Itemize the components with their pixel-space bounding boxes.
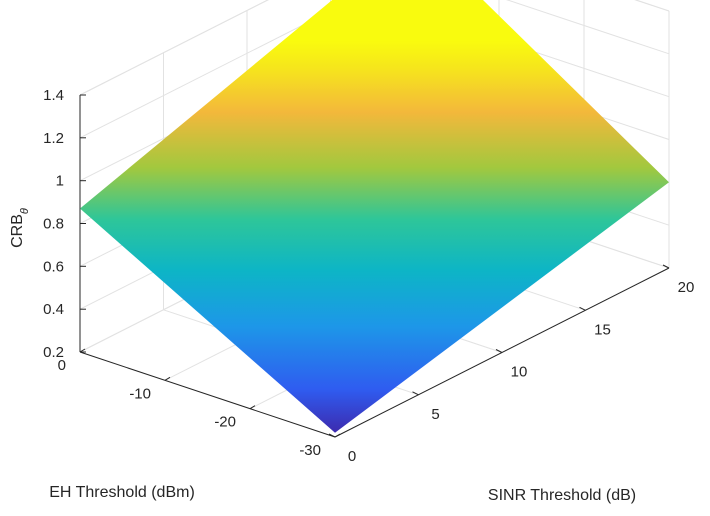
surface-mesh [80,0,669,433]
y-tick-label: -30 [299,442,321,459]
z-axis-label: CRBθ [9,208,31,248]
x-tick-mark [495,349,503,353]
x-axis-label: SINR Threshold (dB) [488,487,636,504]
gridline-z-back-x [79,0,354,139]
y-tick-label: -10 [129,385,151,402]
y-tick-label: 0 [58,357,66,374]
z-tick-label: 0.4 [43,301,64,318]
x-tick-label: 20 [678,279,695,296]
y-tick-mark [164,376,171,381]
tick-layer: 0.2 0.4 0.6 0.8 1 1.2 1.4 0 -10 -20 -30 0 5 10 15 20 [43,87,694,465]
x-tick-label: 5 [431,406,439,423]
z-tick-label: 0.6 [43,258,64,275]
x-tick-label: 0 [348,448,356,465]
x-tick-mark [662,264,670,269]
z-tick-label: 1.2 [43,130,64,147]
y-tick-label: -20 [214,414,236,431]
x-tick-label: 10 [511,364,528,381]
gridline-z-back-y [506,0,670,55]
z-tick-label: 0.8 [43,216,64,233]
x-tick-mark [579,306,586,311]
y-tick-mark [334,433,341,438]
box-edge-top-back [79,0,269,96]
y-axis-label: EH Threshold (dBm) [49,484,195,501]
x-tick-mark [328,433,336,438]
z-tick-label: 1.4 [43,87,64,104]
z-tick-label: 1 [56,173,64,190]
x-tick-mark [412,391,419,396]
y-tick-mark [79,348,86,353]
x-tick-label: 15 [594,321,611,338]
y-axis-line [79,351,336,438]
z-tick-label: 0.2 [43,344,64,361]
y-tick-mark [249,405,256,410]
